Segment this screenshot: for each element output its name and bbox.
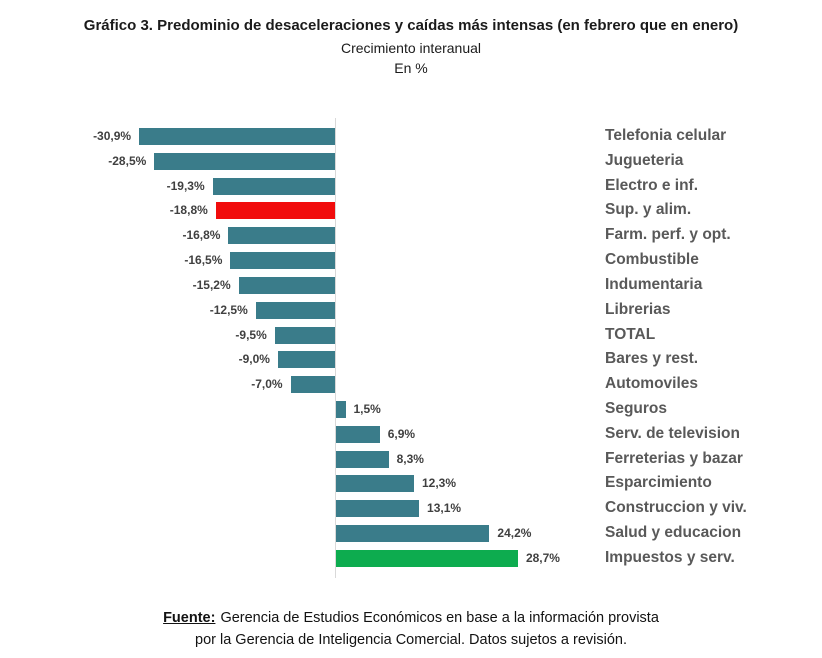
chart-row-salud-y-educacion: 24,2% Salud y educacion [0, 524, 822, 543]
bar-value-label: -18,8% [169, 203, 208, 218]
source-line-1: Fuente: Gerencia de Estudios Económicos e… [0, 607, 822, 629]
bar-value-label: -9,5% [235, 327, 267, 342]
chart-row-seguros: 1,5% Seguros [0, 400, 822, 419]
bar-category-label: Serv. de television [605, 424, 740, 442]
chart-row-bares-y-rest: -9,0% Bares y rest. [0, 350, 822, 369]
horizontal-bar-chart: -30,9% Telefonia celular -28,5% Jugueteria -… [0, 118, 822, 580]
bar-value-label: 12,3% [421, 476, 456, 491]
chart-row-electro-e-inf: -19,3% Electro e inf. [0, 176, 822, 195]
chart-row-farm-perf-y-opt: -16,8% Farm. perf. y opt. [0, 226, 822, 245]
bar-value-label: 8,3% [396, 451, 424, 466]
chart-row-combustible: -16,5% Combustible [0, 251, 822, 270]
bar-category-label: Seguros [605, 400, 668, 418]
chart-row-indumentaria: -15,2% Indumentaria [0, 275, 822, 294]
bar-value-label: -15,2% [192, 277, 231, 292]
chart-row-automoviles: -7,0% Automoviles [0, 375, 822, 394]
bar-value-label: -12,5% [209, 302, 248, 317]
bar-value-label: -16,5% [184, 253, 223, 268]
bar [154, 152, 335, 170]
bar [255, 301, 335, 319]
bar [290, 376, 335, 394]
chart-subtitle: Crecimiento interanual [340, 40, 482, 56]
zero-axis-line [335, 118, 336, 578]
chart-row-librerias: -12,5% Librerias [0, 300, 822, 319]
bar [336, 450, 389, 468]
chart-row-sup-y-alim: -18,8% Sup. y alim. [0, 201, 822, 220]
bar-category-label: Salud y educacion [605, 524, 742, 542]
chart-unit-label: En % [394, 60, 428, 76]
chart-row-construccion-y-viv: 13,1% Construccion y viv. [0, 499, 822, 518]
chart-header: Gráfico 3. Predominio de desaceleracione… [0, 14, 822, 78]
bar [230, 252, 335, 270]
bar-value-label: 6,9% [387, 426, 416, 441]
bar [274, 326, 335, 344]
source-note: Fuente: Gerencia de Estudios Económicos e… [0, 607, 822, 651]
bar-value-label: 24,2% [497, 526, 532, 541]
bar-category-label: Construccion y viv. [605, 499, 747, 517]
bar-category-label: Automoviles [605, 375, 699, 393]
bar [212, 177, 335, 195]
bar [336, 500, 420, 518]
source-label: Fuente: [163, 610, 216, 626]
bar [139, 128, 335, 145]
bar-value-label: 1,5% [353, 402, 381, 417]
bar [336, 401, 346, 419]
bar-category-label: Sup. y alim. [605, 201, 692, 219]
bar-value-label: -19,3% [166, 178, 205, 193]
bar-category-label: Bares y rest. [605, 350, 699, 368]
bar-category-label: Indumentaria [605, 275, 703, 293]
chart-title: Gráfico 3. Predominio de desaceleracione… [83, 17, 739, 34]
bar-category-label: Telefonia celular [605, 127, 727, 144]
bar [336, 475, 414, 493]
chart-row-serv-de-television: 6,9% Serv. de television [0, 424, 822, 443]
bar-category-label: Esparcimiento [605, 474, 712, 492]
bar-value-label: -9,0% [238, 352, 270, 367]
chart-row-total: -9,5% TOTAL [0, 325, 822, 344]
chart-row-jugueteria: -28,5% Jugueteria [0, 151, 822, 170]
bar-category-label: TOTAL [605, 325, 656, 343]
bar-value-label: 28,7% [525, 550, 560, 565]
bar [277, 351, 335, 369]
bar-value-label: -28,5% [108, 153, 147, 168]
bar-value-label: -16,8% [182, 228, 221, 243]
bar [336, 549, 518, 567]
bar-value-label: -7,0% [251, 377, 283, 392]
bar-category-label: Ferreterias y bazar [605, 449, 743, 467]
bar-category-label: Electro e inf. [605, 176, 699, 194]
bar [238, 276, 335, 294]
chart-row-impuestos-y-serv: 28,7% Impuestos y serv. [0, 548, 822, 567]
bar-value-label: -30,9% [93, 129, 132, 143]
bar-category-label: Impuestos y serv. [605, 548, 735, 566]
bar [228, 227, 335, 245]
chart-row-telefonia-celular: -30,9% Telefonia celular [0, 127, 822, 145]
source-line-2: por la Gerencia de Inteligencia Comercia… [195, 632, 627, 648]
bar [215, 202, 335, 220]
chart-row-esparcimiento: 12,3% Esparcimiento [0, 474, 822, 493]
bar-category-label: Jugueteria [605, 151, 684, 169]
chart-row-ferreterias-y-bazar: 8,3% Ferreterias y bazar [0, 449, 822, 468]
bar [336, 525, 490, 543]
bar-value-label: 13,1% [427, 501, 462, 516]
source-text: Gerencia de Estudios Económicos en base … [220, 610, 659, 626]
bar-category-label: Librerias [605, 300, 671, 318]
bar [336, 425, 380, 443]
bar-category-label: Farm. perf. y opt. [605, 226, 731, 244]
bar-category-label: Combustible [605, 251, 699, 269]
